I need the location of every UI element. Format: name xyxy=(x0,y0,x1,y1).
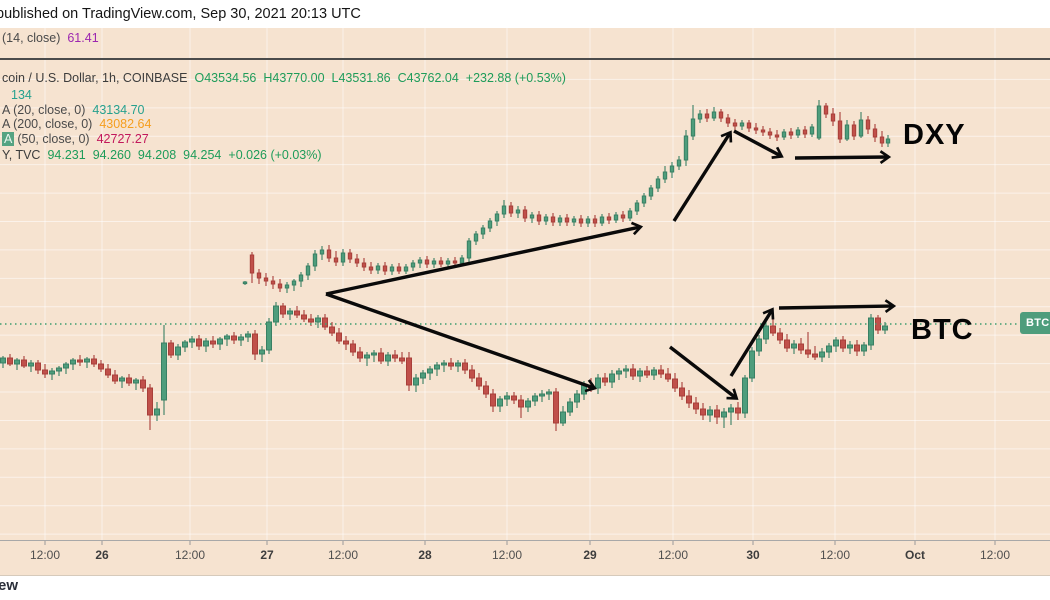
time-tick-label: 27 xyxy=(260,548,274,562)
price-badge-text: BTCUS xyxy=(1026,317,1050,329)
grid-lines xyxy=(0,28,1050,540)
dxy-annotation-label: DXY xyxy=(903,119,966,151)
time-tick-label: 29 xyxy=(583,548,597,562)
logo-fragment: ew xyxy=(0,577,19,594)
time-tick-label: 26 xyxy=(95,548,109,562)
time-tick-label: 12:00 xyxy=(327,548,359,562)
btc-candlestick-series xyxy=(0,302,888,431)
time-tick-label: 12:00 xyxy=(819,548,851,562)
time-tick-label: 28 xyxy=(418,548,432,562)
time-tick-label: 12:00 xyxy=(29,548,61,562)
time-axis[interactable]: 12:00 26 12:00 27 12:00 28 12:00 29 12:00 30 12:00… xyxy=(0,540,1050,576)
time-tick-label: Oct xyxy=(904,548,926,562)
btc-annotation-label: BTC xyxy=(911,314,974,346)
published-caption: published on TradingView.com, Sep 30, 20… xyxy=(0,6,361,22)
dxy-candlestick-series xyxy=(242,100,891,293)
time-tick-label: 12:00 xyxy=(491,548,523,562)
time-tick-label: 12:00 xyxy=(174,548,206,562)
time-tick-label: 12:00 xyxy=(979,548,1011,562)
chart-background xyxy=(0,28,1050,576)
time-axis-ticks xyxy=(44,541,996,545)
time-tick-label: 30 xyxy=(746,548,760,562)
time-tick-label: 12:00 xyxy=(657,548,689,562)
annotation-arrows xyxy=(325,129,897,400)
price-badge: BTCUS xyxy=(1020,312,1050,334)
pane-separator[interactable] xyxy=(0,58,1050,60)
